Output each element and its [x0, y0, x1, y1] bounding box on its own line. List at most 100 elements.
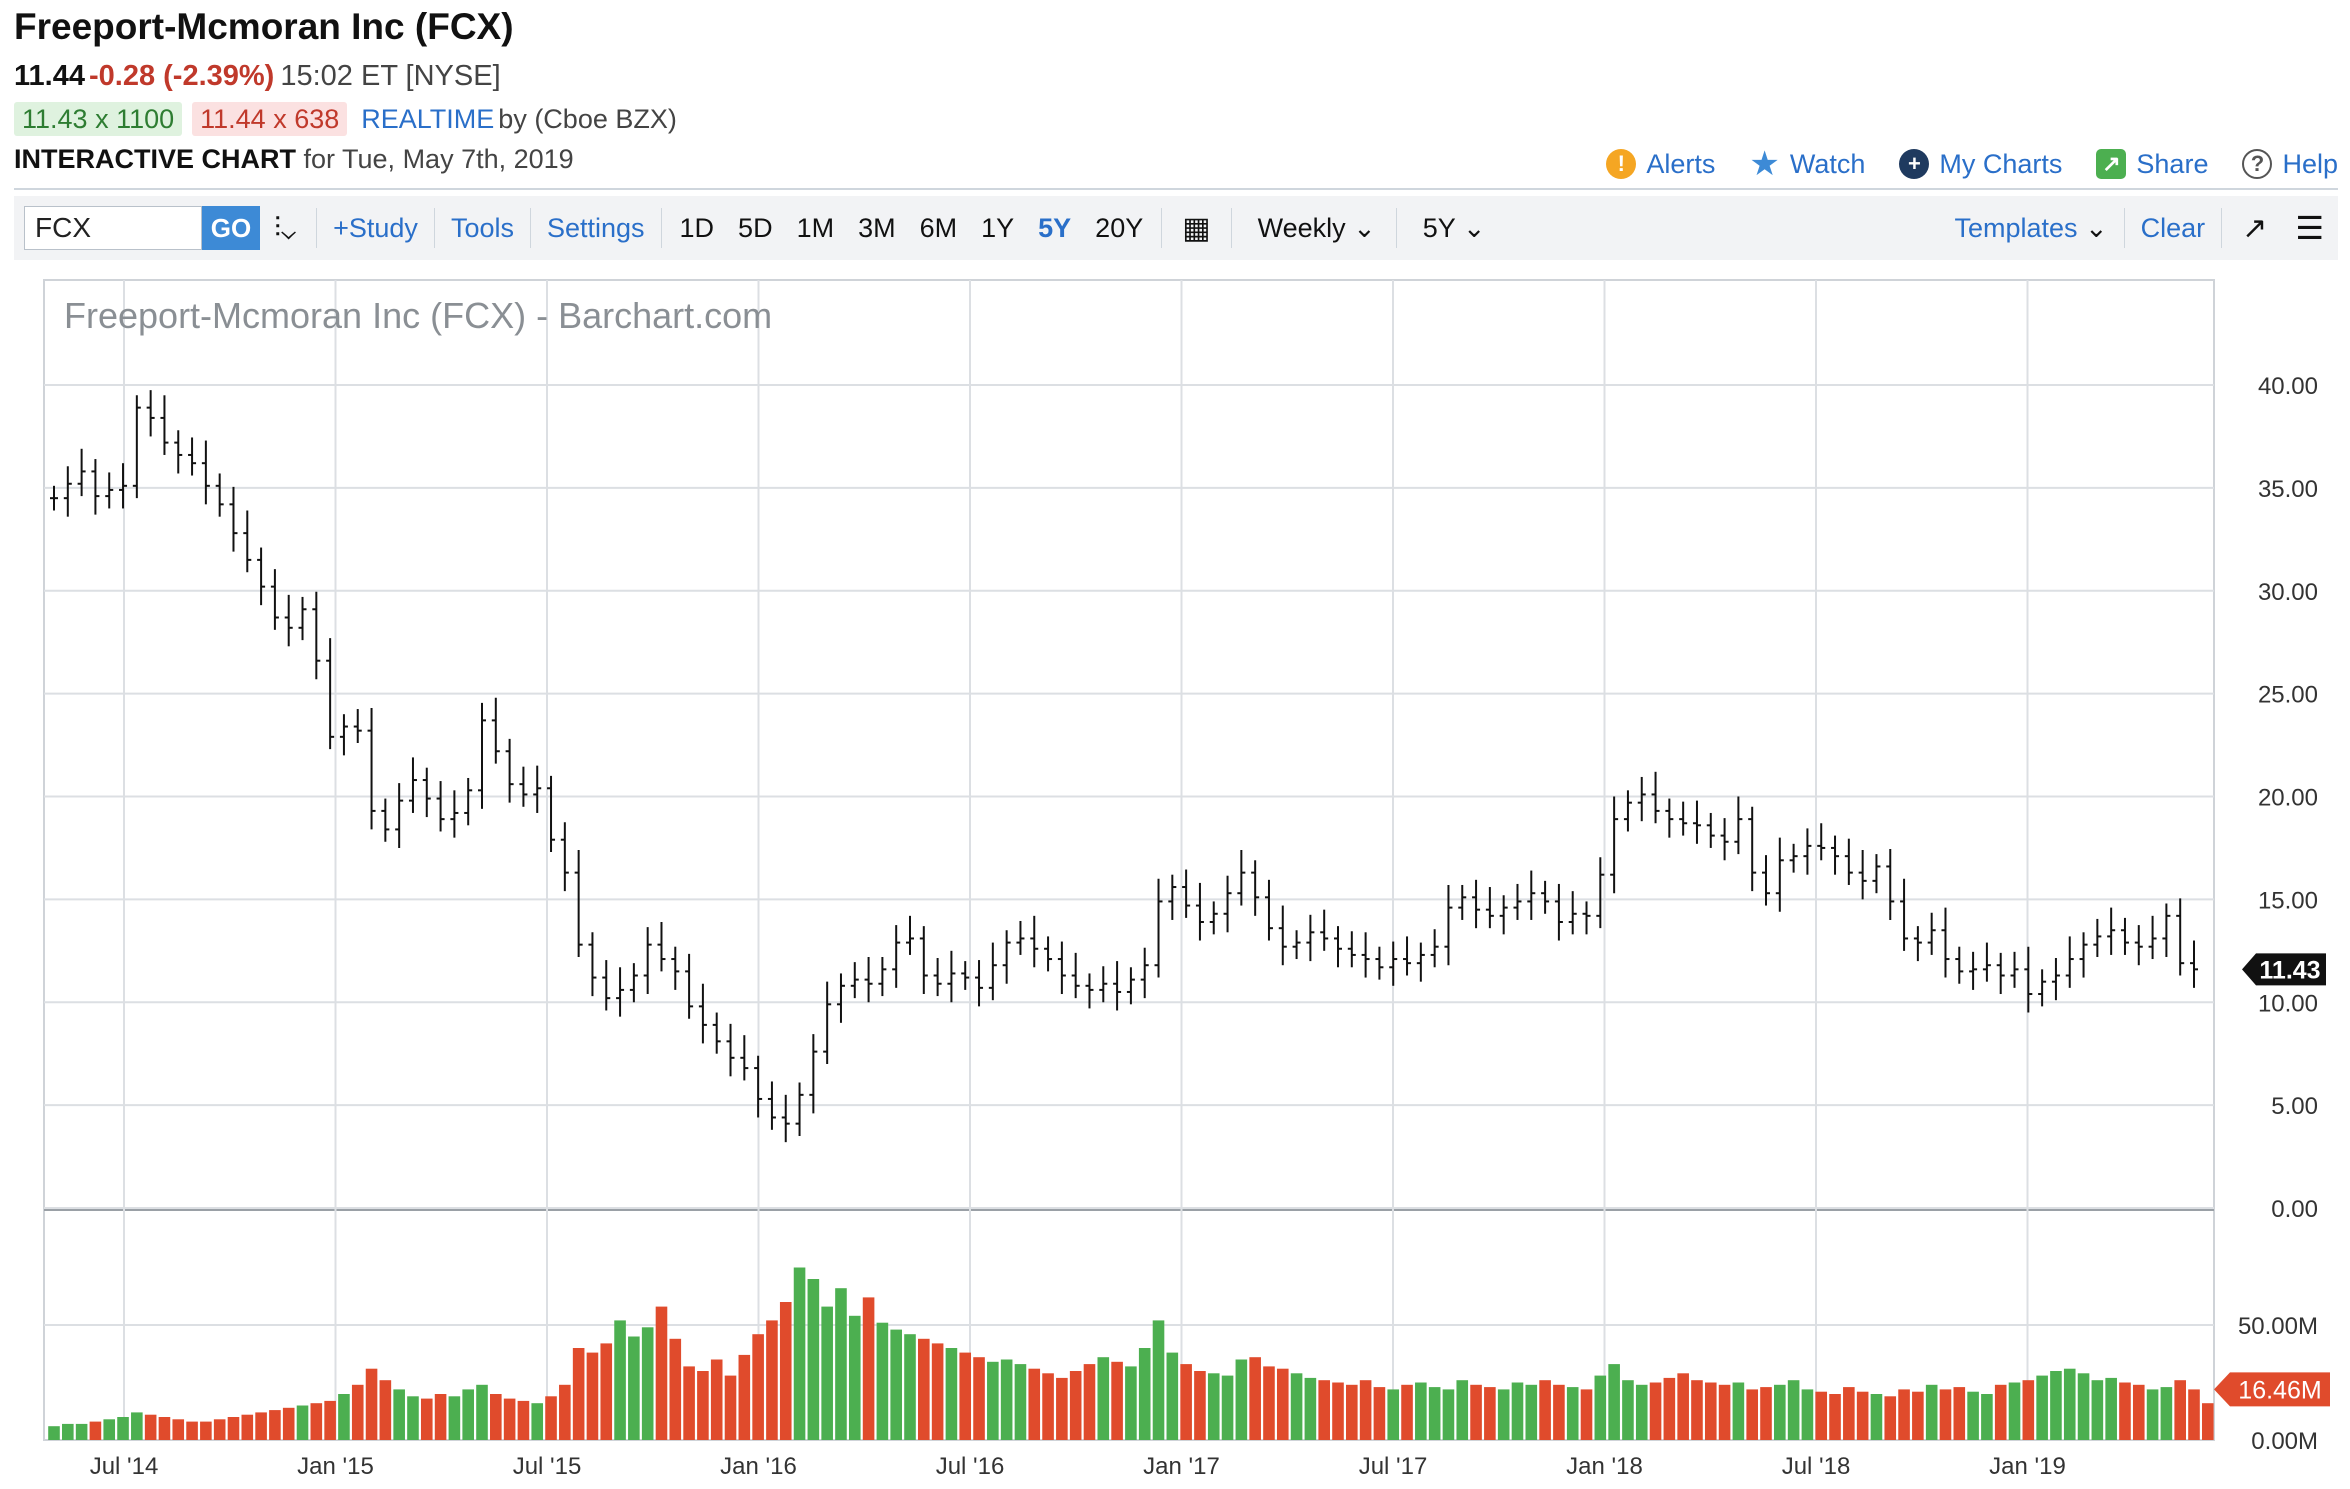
volume-bar[interactable] [420, 1398, 433, 1440]
volume-bar[interactable] [89, 1421, 102, 1440]
volume-bar[interactable] [559, 1384, 571, 1440]
volume-bar[interactable] [1677, 1373, 1689, 1440]
volume-bar[interactable] [1843, 1387, 1855, 1440]
volume-bar[interactable] [490, 1394, 502, 1440]
alerts-link[interactable]: ! Alerts [1606, 149, 1715, 180]
volume-bar[interactable] [1815, 1391, 1828, 1440]
volume-bar[interactable] [2063, 1368, 2076, 1440]
period-button-20y[interactable]: 20Y [1095, 212, 1144, 243]
volume-bar[interactable] [876, 1322, 889, 1440]
expand-icon[interactable]: ↗ [2242, 211, 2268, 245]
volume-bar[interactable] [1428, 1387, 1441, 1440]
volume-bar[interactable] [779, 1302, 792, 1440]
volume-bar[interactable] [117, 1417, 129, 1440]
volume-bar[interactable] [766, 1320, 778, 1440]
volume-bar[interactable] [1373, 1387, 1386, 1440]
volume-bar[interactable] [1635, 1384, 1648, 1440]
volume-bar[interactable] [213, 1419, 226, 1440]
volume-bar[interactable] [296, 1405, 309, 1441]
volume-bar[interactable] [1760, 1387, 1772, 1440]
volume-bar[interactable] [2050, 1371, 2062, 1440]
volume-bar[interactable] [918, 1338, 930, 1440]
volume-bar[interactable] [158, 1417, 171, 1440]
volume-bar[interactable] [1249, 1357, 1261, 1440]
volume-bar[interactable] [255, 1412, 267, 1440]
volume-bar[interactable] [2146, 1389, 2159, 1440]
volume-bar[interactable] [1442, 1389, 1455, 1440]
volume-bar[interactable] [1207, 1373, 1220, 1440]
volume-bar[interactable] [351, 1384, 364, 1440]
volume-bar[interactable] [2036, 1375, 2048, 1440]
volume-bar[interactable] [1912, 1391, 1924, 1440]
volume-bar[interactable] [1829, 1394, 1841, 1440]
period-button-5y[interactable]: 5Y [1038, 212, 1072, 243]
calendar-icon[interactable]: ▦ [1182, 211, 1211, 245]
volume-bar[interactable] [1981, 1394, 1993, 1440]
volume-bar[interactable] [931, 1343, 944, 1440]
volume-bar[interactable] [1138, 1348, 1151, 1440]
volume-bar[interactable] [1663, 1377, 1676, 1440]
volume-bar[interactable] [1925, 1384, 1938, 1440]
volume-bar[interactable] [1566, 1387, 1579, 1440]
volume-bar[interactable] [987, 1361, 999, 1440]
volume-bar[interactable] [738, 1354, 751, 1440]
volume-bar[interactable] [2160, 1387, 2173, 1440]
volume-bar[interactable] [1415, 1382, 1427, 1441]
volume-bar[interactable] [269, 1410, 281, 1440]
volume-bar[interactable] [103, 1419, 116, 1440]
period-button-1m[interactable]: 1M [796, 212, 835, 243]
volume-bar[interactable] [2077, 1373, 2090, 1440]
volume-bar[interactable] [448, 1396, 461, 1440]
volume-bar[interactable] [2022, 1380, 2035, 1440]
volume-bar[interactable] [1884, 1396, 1897, 1440]
volume-bar[interactable] [1470, 1384, 1482, 1440]
volume-bar[interactable] [1484, 1387, 1496, 1440]
volume-bar[interactable] [1401, 1384, 1413, 1440]
volume-bar[interactable] [2091, 1380, 2104, 1440]
volume-bar[interactable] [1221, 1375, 1234, 1440]
volume-bar[interactable] [545, 1396, 557, 1440]
volume-bar[interactable] [1000, 1359, 1013, 1441]
volume-bar[interactable] [1235, 1359, 1248, 1441]
volume-bar[interactable] [2132, 1384, 2145, 1440]
volume-bar[interactable] [200, 1421, 212, 1440]
volume-bar[interactable] [407, 1396, 419, 1440]
volume-bar[interactable] [1332, 1382, 1344, 1441]
chart-type-icon[interactable]: ⫶⌄ [274, 211, 297, 243]
study-button[interactable]: +Study [333, 212, 418, 243]
volume-bar[interactable] [1180, 1364, 1192, 1440]
volume-bar[interactable] [697, 1371, 709, 1440]
volume-bar[interactable] [959, 1352, 972, 1440]
symbol-input[interactable]: FCX [24, 206, 202, 250]
volume-bar[interactable] [752, 1334, 764, 1440]
volume-bar[interactable] [1898, 1389, 1910, 1440]
volume-bar[interactable] [517, 1400, 530, 1440]
volume-bar[interactable] [1194, 1371, 1206, 1440]
volume-bar[interactable] [1152, 1320, 1165, 1440]
volume-bar[interactable] [1083, 1364, 1096, 1440]
volume-bar[interactable] [1346, 1384, 1358, 1440]
volume-bar[interactable] [1870, 1394, 1883, 1440]
volume-bar[interactable] [379, 1380, 392, 1440]
period-button-1y[interactable]: 1Y [981, 212, 1015, 243]
volume-bar[interactable] [1953, 1387, 1966, 1440]
volume-bar[interactable] [1553, 1384, 1565, 1440]
volume-bar[interactable] [48, 1426, 60, 1440]
volume-bar[interactable] [848, 1315, 861, 1440]
volume-bar[interactable] [945, 1348, 958, 1440]
volume-bar[interactable] [807, 1279, 820, 1440]
volume-bar[interactable] [1525, 1384, 1538, 1440]
volume-bar[interactable] [338, 1394, 350, 1440]
volume-bar[interactable] [1539, 1380, 1551, 1440]
volume-bar[interactable] [669, 1338, 682, 1440]
volume-bar[interactable] [890, 1329, 902, 1440]
share-link[interactable]: ↗ Share [2096, 149, 2208, 180]
volume-bar[interactable] [531, 1403, 544, 1440]
volume-bar[interactable] [1111, 1361, 1123, 1440]
interval-select[interactable]: Weekly ⌄ [1238, 213, 1390, 244]
period-button-5d[interactable]: 5D [738, 212, 773, 243]
volume-bar[interactable] [282, 1407, 295, 1440]
volume-bar[interactable] [1608, 1364, 1620, 1440]
volume-bar[interactable] [2008, 1382, 2021, 1441]
volume-bar[interactable] [1069, 1371, 1082, 1440]
